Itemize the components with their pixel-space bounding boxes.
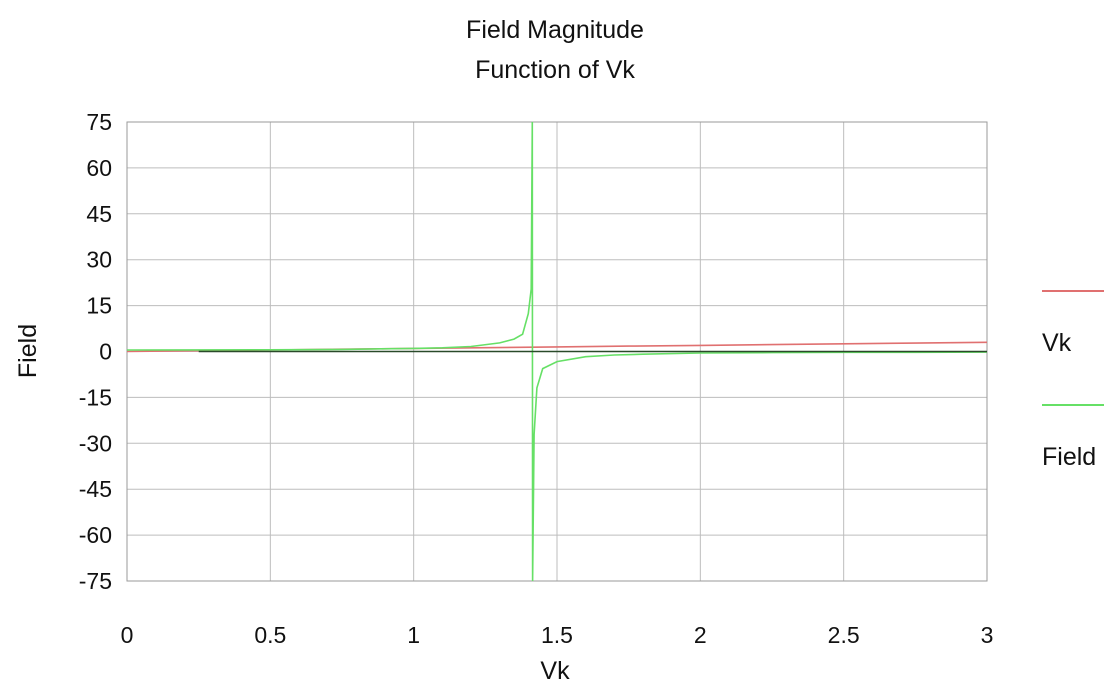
y-tick-label: -45: [79, 476, 112, 502]
x-tick-label: 2.5: [828, 622, 860, 648]
x-tick-label: 2: [694, 622, 707, 648]
y-tick-label: 45: [86, 201, 112, 227]
x-tick-label: 3: [981, 622, 994, 648]
y-tick-label: 75: [86, 109, 112, 135]
legend-label-field: Field: [1042, 443, 1096, 471]
y-tick-label: 15: [86, 293, 112, 319]
legend: Vk Field: [1042, 290, 1104, 471]
y-axis-label: Field: [14, 324, 42, 378]
y-tick-label: -75: [79, 568, 112, 594]
y-tick-label: -30: [79, 430, 112, 456]
tick-labels: 75 60 45 30 15 0 -15 -30 -45 -60 -75 0 0.5 1 1.5 2 2.5 3: [79, 109, 994, 648]
chart-title: Field Magnitude: [466, 16, 644, 44]
series-lines: [126, 121, 988, 582]
x-tick-label: 0: [121, 622, 134, 648]
x-tick-label: 0.5: [254, 622, 286, 648]
legend-label-vk: Vk: [1042, 329, 1072, 357]
y-tick-label: 30: [86, 247, 112, 273]
y-tick-label: -15: [79, 384, 112, 410]
y-tick-label: 0: [99, 339, 112, 365]
x-tick-label: 1.5: [541, 622, 573, 648]
chart-subtitle: Function of Vk: [475, 56, 635, 84]
x-axis-label: Vk: [540, 657, 570, 684]
y-tick-label: 60: [86, 155, 112, 181]
y-tick-label: -60: [79, 522, 112, 548]
x-tick-label: 1: [407, 622, 420, 648]
